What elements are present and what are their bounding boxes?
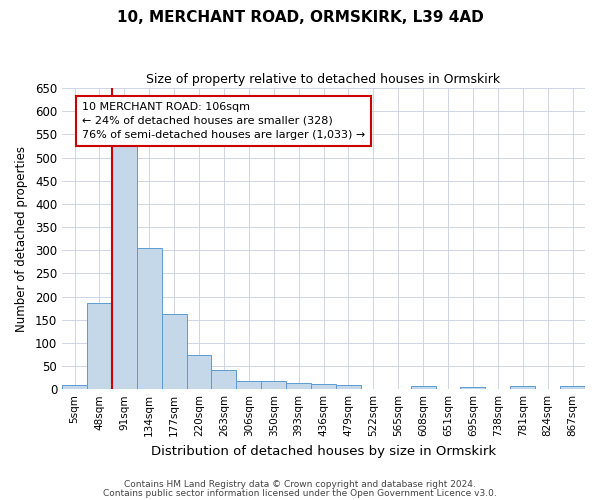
Bar [161,314,187,389]
Title: Size of property relative to detached houses in Ormskirk: Size of property relative to detached ho… [146,72,500,86]
Bar [510,386,535,389]
Bar [62,384,87,389]
Bar [336,384,361,389]
Y-axis label: Number of detached properties: Number of detached properties [15,146,28,332]
Bar [112,142,137,389]
Bar [286,383,311,389]
Text: 10, MERCHANT ROAD, ORMSKIRK, L39 4AD: 10, MERCHANT ROAD, ORMSKIRK, L39 4AD [116,10,484,25]
Text: Contains HM Land Registry data © Crown copyright and database right 2024.: Contains HM Land Registry data © Crown c… [124,480,476,489]
Bar [410,386,436,389]
Bar [211,370,236,389]
Bar [137,248,161,389]
Text: 10 MERCHANT ROAD: 106sqm
← 24% of detached houses are smaller (328)
76% of semi-: 10 MERCHANT ROAD: 106sqm ← 24% of detach… [82,102,365,140]
Bar [460,387,485,389]
Bar [236,382,261,389]
Bar [87,304,112,389]
Bar [187,356,211,389]
Bar [261,381,286,389]
X-axis label: Distribution of detached houses by size in Ormskirk: Distribution of detached houses by size … [151,444,496,458]
Bar [311,384,336,389]
Bar [560,386,585,389]
Text: Contains public sector information licensed under the Open Government Licence v3: Contains public sector information licen… [103,489,497,498]
